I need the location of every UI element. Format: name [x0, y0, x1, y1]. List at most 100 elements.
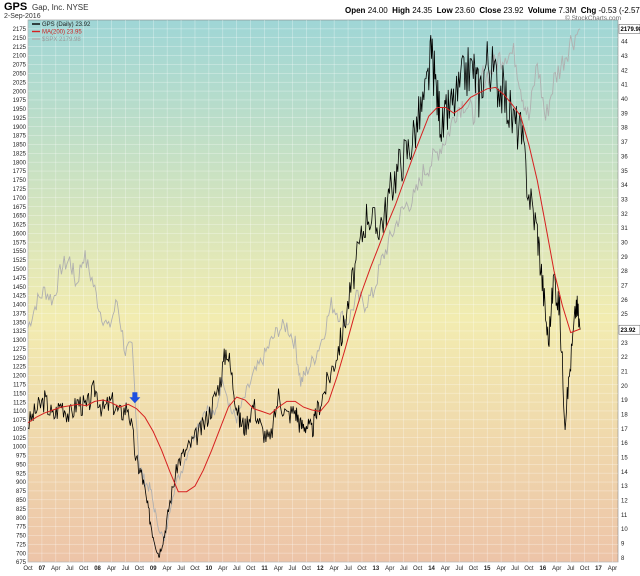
x-tick-label: 10 [206, 566, 213, 572]
left-tick-label: 1975 [13, 98, 27, 104]
x-tick-label: 11 [261, 566, 268, 572]
x-tick-label: Apr [107, 566, 116, 572]
ticker-symbol: GPS [4, 1, 28, 13]
left-tick-label: 2050 [13, 72, 27, 78]
x-tick-label: Jul [400, 566, 408, 572]
low-label: Low [436, 6, 453, 15]
gps-series-line [27, 35, 581, 558]
right-tick-label: 20 [621, 384, 628, 390]
x-tick-label: Jul [456, 566, 464, 572]
open-value: 24.00 [367, 6, 388, 15]
left-tick-label: 1275 [13, 347, 27, 353]
right-tick-label: 35 [621, 169, 628, 175]
right-tick-label: 11 [621, 513, 628, 519]
right-tick-label: 28 [621, 269, 628, 275]
left-tick-label: 900 [16, 480, 27, 486]
right-tick-label: 39 [621, 111, 628, 117]
x-tick-label: Oct [357, 566, 367, 572]
gps-last-value-label: 23.92 [621, 328, 637, 334]
right-tick-label: 42 [621, 68, 628, 74]
company-name: Gap, Inc. NYSE [32, 3, 89, 12]
left-tick-label: 2100 [13, 54, 27, 60]
x-tick-label: 14 [428, 566, 435, 572]
right-tick-label: 36 [621, 154, 628, 160]
plot-background [27, 19, 619, 563]
left-tick-label: 2000 [13, 89, 27, 95]
left-tick-label: 1350 [13, 320, 27, 326]
left-tick-label: 1050 [13, 427, 27, 433]
right-tick-label: 27 [621, 283, 628, 289]
left-tick-label: 1200 [13, 374, 27, 380]
x-tick-label: Apr [274, 566, 283, 572]
left-tick-label: 1925 [13, 116, 27, 122]
left-tick-label: 700 [16, 551, 27, 557]
right-tick-label: 31 [621, 226, 628, 232]
spx-last-value-label: 2179.98 [621, 27, 640, 33]
x-tick-label: Oct [246, 566, 256, 572]
right-tick-label: 16 [621, 441, 628, 447]
x-tick-label: Oct [524, 566, 534, 572]
volume-label: Volume [527, 6, 557, 15]
open-label: Open [345, 6, 366, 15]
x-tick-label: Oct [580, 566, 590, 572]
x-tick-label: Oct [302, 566, 312, 572]
chart-date: 2-Sep-2016 [4, 13, 41, 20]
left-tick-label: 1025 [13, 436, 27, 442]
right-tick-label: 37 [621, 140, 628, 146]
left-tick-label: 1950 [13, 107, 27, 113]
left-tick-label: 1825 [13, 151, 27, 157]
x-tick-label: Apr [552, 566, 561, 572]
legend: GPS (Daily) 23.92 MA(200) 23.95$SPX 2179.… [32, 22, 91, 43]
x-tick-label: 15 [484, 566, 491, 572]
left-tick-label: 1400 [13, 303, 27, 309]
left-tick-label: 1625 [13, 223, 27, 229]
left-tick-label: 1075 [13, 418, 27, 424]
left-tick-label: 675 [16, 560, 27, 566]
left-tick-label: 1750 [13, 178, 27, 184]
x-tick-label: Apr [496, 566, 505, 572]
left-tick-label: 1600 [13, 231, 27, 237]
right-tick-label: 17 [621, 427, 628, 433]
left-tick-label: 1525 [13, 258, 27, 264]
right-axis: 8910111213141516171819202122232425262728… [618, 24, 640, 562]
right-tick-label: 25 [621, 312, 628, 318]
left-tick-label: 2175 [13, 27, 27, 33]
x-tick-label: Oct [413, 566, 423, 572]
left-tick-label: 1650 [13, 214, 27, 220]
x-tick-label: 16 [540, 566, 547, 572]
grid [27, 20, 618, 563]
right-tick-label: 30 [621, 240, 628, 246]
legend-entry-gps: GPS (Daily) 23.92 [42, 22, 91, 28]
left-tick-label: 1775 [13, 169, 27, 175]
left-tick-label: 800 [16, 516, 27, 522]
left-tick-label: 1550 [13, 249, 27, 255]
ma200-series-line [27, 86, 581, 493]
left-tick-label: 1850 [13, 143, 27, 149]
left-tick-label: 1225 [13, 365, 27, 371]
quote-summary: Open 24.00 High 24.35 Low 23.60 Close 23… [345, 6, 640, 15]
x-tick-label: Jul [233, 566, 241, 572]
x-tick-label: Jul [177, 566, 185, 572]
x-tick-label: Jul [344, 566, 352, 572]
left-tick-label: 1175 [13, 382, 27, 388]
left-tick-label: 1725 [13, 187, 27, 193]
left-tick-label: 1900 [13, 125, 27, 131]
x-tick-label: Jul [122, 566, 130, 572]
right-tick-label: 8 [621, 556, 625, 562]
left-tick-label: 1250 [13, 356, 27, 362]
left-tick-label: 1800 [13, 160, 27, 166]
right-tick-label: 13 [621, 484, 628, 490]
x-tick-label: Oct [469, 566, 479, 572]
right-tick-label: 15 [621, 456, 628, 462]
left-tick-label: 1575 [13, 240, 27, 246]
left-tick-label: 1000 [13, 445, 27, 451]
right-tick-label: 33 [621, 197, 628, 203]
left-tick-label: 775 [16, 525, 27, 531]
left-tick-label: 1125 [13, 400, 27, 406]
right-tick-label: 9 [621, 542, 625, 548]
x-tick-label: 07 [39, 566, 46, 572]
annotation-layer [129, 392, 141, 404]
x-tick-label: Oct [190, 566, 200, 572]
chg-label: Chg [580, 6, 597, 15]
left-tick-label: 1425 [13, 294, 27, 300]
